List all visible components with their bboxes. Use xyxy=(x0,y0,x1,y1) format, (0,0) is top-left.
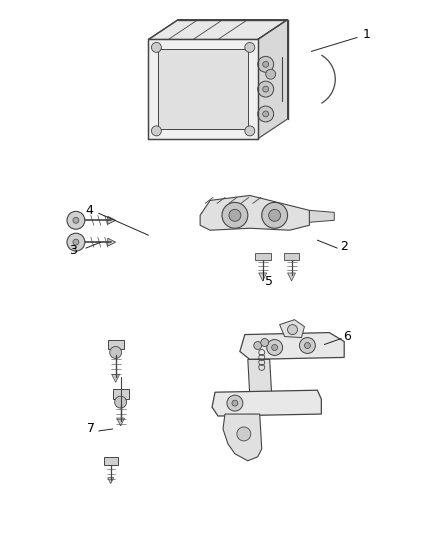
Circle shape xyxy=(268,209,281,221)
Circle shape xyxy=(73,239,79,245)
Polygon shape xyxy=(279,320,304,337)
Bar xyxy=(283,253,300,260)
Circle shape xyxy=(261,338,268,346)
Text: 7: 7 xyxy=(87,423,95,435)
Circle shape xyxy=(263,111,268,117)
Polygon shape xyxy=(112,374,120,382)
Polygon shape xyxy=(248,359,272,396)
Circle shape xyxy=(232,400,238,406)
Bar xyxy=(159,50,248,129)
Polygon shape xyxy=(258,20,288,139)
Circle shape xyxy=(110,346,122,358)
Circle shape xyxy=(67,212,85,229)
Polygon shape xyxy=(259,273,267,281)
Circle shape xyxy=(304,343,311,349)
Polygon shape xyxy=(108,478,114,483)
Circle shape xyxy=(300,337,315,353)
Text: 5: 5 xyxy=(265,276,273,288)
Circle shape xyxy=(115,396,127,408)
Circle shape xyxy=(258,56,274,72)
Circle shape xyxy=(152,43,161,52)
Text: 6: 6 xyxy=(343,330,351,343)
Polygon shape xyxy=(200,196,309,230)
Bar xyxy=(104,457,118,465)
Polygon shape xyxy=(223,414,262,461)
Circle shape xyxy=(267,340,283,356)
Circle shape xyxy=(73,217,79,223)
Text: 1: 1 xyxy=(363,28,371,41)
Circle shape xyxy=(266,69,276,79)
Circle shape xyxy=(67,233,85,251)
Circle shape xyxy=(258,106,274,122)
Polygon shape xyxy=(148,39,258,139)
Text: 2: 2 xyxy=(340,240,348,253)
Circle shape xyxy=(245,126,255,136)
Circle shape xyxy=(245,43,255,52)
Text: 3: 3 xyxy=(69,244,77,256)
Circle shape xyxy=(272,344,278,351)
Polygon shape xyxy=(108,238,116,246)
Bar xyxy=(113,389,129,399)
Polygon shape xyxy=(212,390,321,416)
Circle shape xyxy=(229,209,241,221)
Circle shape xyxy=(288,325,297,335)
Text: 4: 4 xyxy=(85,204,93,217)
Polygon shape xyxy=(288,273,296,281)
Bar xyxy=(108,340,124,350)
Bar xyxy=(255,253,271,260)
Circle shape xyxy=(258,81,274,97)
Circle shape xyxy=(254,342,262,350)
Polygon shape xyxy=(309,211,334,222)
Polygon shape xyxy=(240,333,344,359)
Circle shape xyxy=(227,395,243,411)
Circle shape xyxy=(263,86,268,92)
Circle shape xyxy=(263,61,268,67)
Circle shape xyxy=(152,126,161,136)
Circle shape xyxy=(262,203,288,228)
Circle shape xyxy=(237,427,251,441)
Polygon shape xyxy=(108,216,116,224)
Polygon shape xyxy=(148,20,288,39)
Circle shape xyxy=(222,203,248,228)
Polygon shape xyxy=(117,418,124,426)
